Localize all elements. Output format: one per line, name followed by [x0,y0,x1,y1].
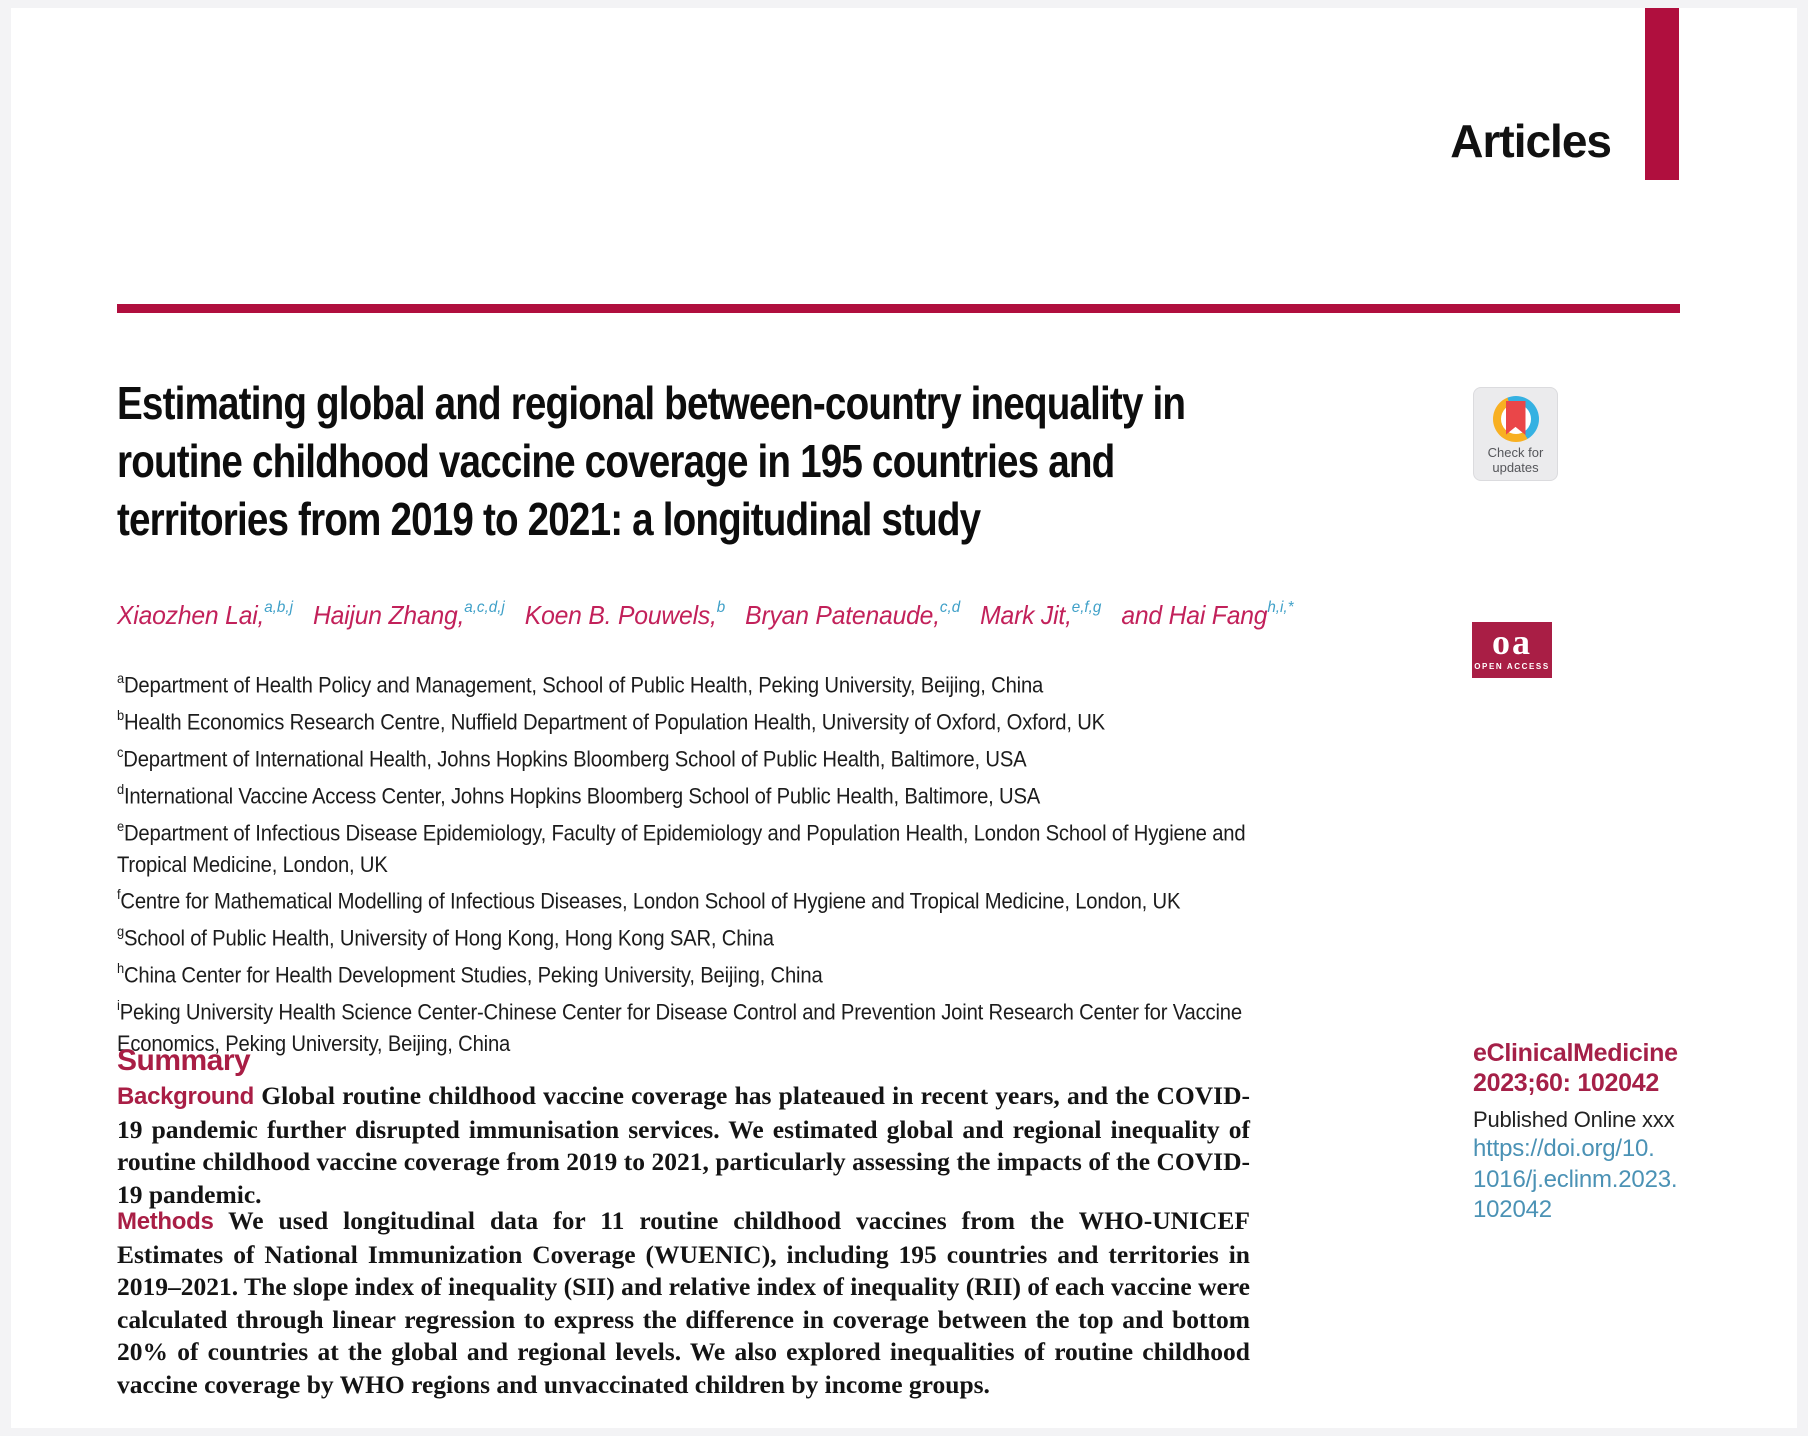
author-affil-sup: a,c,d,j [464,599,505,617]
check-for-updates-label: Check for updates [1487,445,1544,475]
affiliation: dInternational Vaccine Access Center, Jo… [117,780,1041,809]
author-affil-sup: e,f,g [1071,599,1102,617]
section-kicker: Articles [1450,115,1612,167]
author: and Hai Fangh,i,* [1121,599,1294,630]
affiliation: gSchool of Public Health, University of … [117,923,774,951]
header-rule [117,304,1680,313]
background-label: Background [117,1083,255,1110]
journal-name: eClinicalMedicine [1473,1039,1678,1067]
published-online: Published Online xxx [1473,1107,1675,1132]
author: Koen B. Pouwels,b [524,599,726,630]
background-text: Global routine childhood vaccine coverag… [117,1081,1250,1209]
author: Haijun Zhang,a,c,d,j [312,599,505,630]
affiliation: iPeking University Health Science Center… [117,996,1242,1056]
bookmark-icon [1505,401,1526,435]
summary-heading: Summary [117,1044,251,1077]
journal-citation: 2023;60: 102042 [1473,1069,1659,1097]
title-line-3: territories from 2019 to 2021: a longitu… [117,493,981,545]
summary-background-paragraph: Background Global routine childhood vacc… [117,1080,1250,1211]
affiliation: eDepartment of Infectious Disease Epidem… [117,817,1246,877]
author-affil-sup: h,i,* [1267,599,1294,617]
section-accent-bar [1645,8,1679,180]
open-access-label: OPEN ACCESS [1474,662,1550,671]
author-affil-sup: b [716,599,726,617]
article-page [11,8,1797,1428]
title-line-2: routine childhood vaccine coverage in 19… [117,435,1115,487]
affiliation: hChina Center for Health Development Stu… [117,960,823,988]
doi-link[interactable]: https://doi.org/10. 1016/j.eclinm.2023. … [1473,1135,1678,1223]
author: Bryan Patenaude,c,d [745,599,961,630]
check-for-updates-badge[interactable]: Check for updates [1473,387,1558,481]
author-line: Xiaozhen Lai,a,b,j Haijun Zhang,a,c,d,j … [117,599,1352,631]
page-title: Estimating global and regional between-c… [117,374,1293,548]
methods-label: Methods [117,1208,214,1235]
title-line-1: Estimating global and regional between-c… [117,377,1186,429]
author: Xiaozhen Lai,a,b,j [117,599,293,630]
affiliation: bHealth Economics Research Centre, Nuffi… [117,706,1105,735]
methods-text: We used longitudinal data for 11 routine… [117,1206,1250,1399]
affiliation-list: aDepartment of Health Policy and Managem… [117,664,1250,1059]
affiliation: fCentre for Mathematical Modelling of In… [117,886,1181,914]
open-access-logo: oa OPEN ACCESS [1472,622,1552,678]
author: Mark Jit,e,f,g [980,599,1102,630]
affiliation: aDepartment of Health Policy and Managem… [117,670,1044,698]
author-affil-sup: a,b,j [264,599,293,617]
affiliation: cDepartment of International Health, Joh… [117,743,1027,772]
author-affil-sup: c,d [939,599,961,617]
summary-methods-paragraph: Methods We used longitudinal data for 11… [117,1205,1250,1402]
open-access-oa-text: oa [1492,622,1532,662]
